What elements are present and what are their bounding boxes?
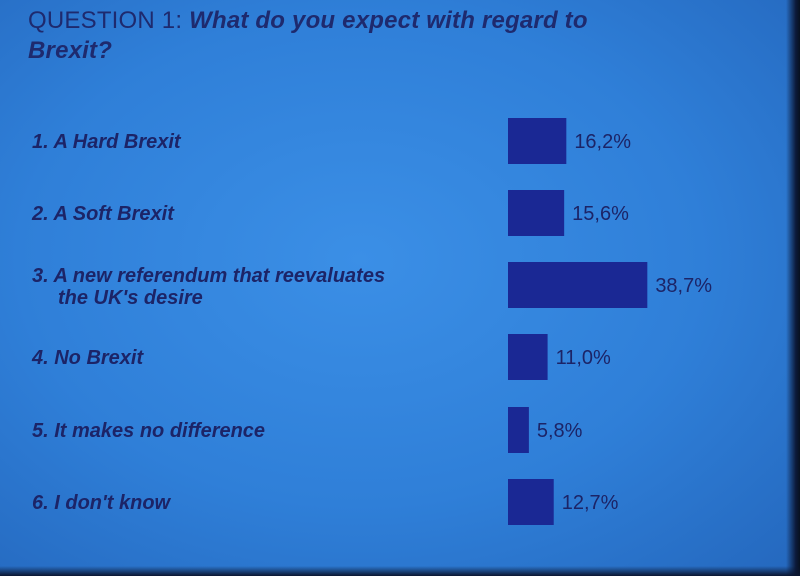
bar — [508, 118, 567, 164]
bar — [508, 262, 648, 308]
category-label: 5. It makes no difference — [32, 420, 265, 442]
bar — [508, 190, 565, 236]
category-label: 6. I don't know — [32, 492, 172, 514]
category-label: 4. No Brexit — [31, 347, 144, 369]
value-label: 16,2% — [574, 131, 631, 153]
bar — [508, 334, 548, 380]
category-label: 3. A new referendum that reevaluates the … — [32, 265, 385, 309]
value-label: 38,7% — [655, 275, 712, 297]
question-text-line2: Brexit? — [28, 37, 113, 64]
screen-bezel-bottom — [0, 566, 800, 576]
category-label: 2. A Soft Brexit — [31, 203, 175, 225]
bar — [508, 407, 529, 453]
value-label: 12,7% — [562, 492, 619, 514]
value-label: 11,0% — [556, 347, 611, 369]
bar — [508, 479, 554, 525]
question-number: QUESTION 1: — [28, 7, 183, 34]
value-label: 5,8% — [537, 420, 583, 442]
question-text-line1: What do you expect with regard to — [189, 7, 588, 34]
slide-title: QUESTION 1: What do you expect with rega… — [28, 6, 728, 66]
category-label: 1. A Hard Brexit — [32, 131, 182, 153]
value-label: 15,6% — [572, 203, 629, 225]
screen-bezel-right — [786, 0, 800, 576]
